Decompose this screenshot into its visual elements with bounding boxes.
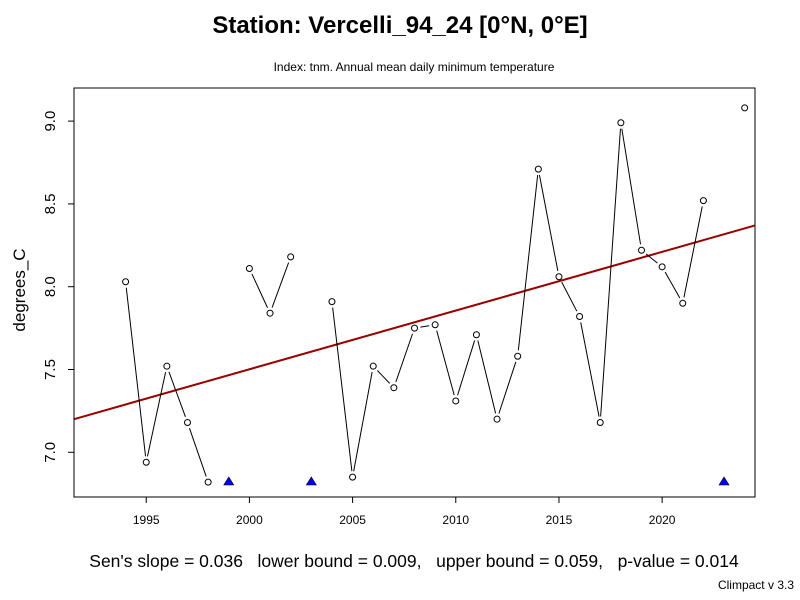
- series-line-segment: [498, 361, 517, 414]
- y-tick-label: 7.5: [42, 359, 59, 380]
- lower-bound-text: lower bound = 0.009,: [257, 551, 422, 571]
- data-point: [204, 478, 212, 486]
- data-point: [452, 397, 460, 405]
- data-point: [266, 309, 274, 317]
- series-line-segment: [457, 340, 476, 396]
- data-point: [679, 299, 687, 307]
- data-point: [390, 384, 398, 392]
- series-line-segment: [580, 322, 600, 417]
- series-line-segment: [645, 253, 658, 264]
- series-line-segment: [168, 371, 186, 418]
- y-tick-label: 8.5: [42, 193, 59, 214]
- x-tick-label: 2005: [339, 513, 366, 527]
- y-tick-label: 8.0: [42, 276, 59, 297]
- x-tick-label: 2015: [546, 513, 573, 527]
- data-point: [431, 321, 439, 329]
- data-point: [163, 362, 171, 370]
- chart-title: Station: Vercelli_94_24 [0°N, 0°E]: [212, 12, 588, 39]
- x-tick-label: 2000: [236, 513, 263, 527]
- data-point: [555, 273, 563, 281]
- missing-data-marker: [718, 476, 730, 486]
- plot-frame: [73, 87, 756, 498]
- series-line-segment: [271, 262, 290, 308]
- x-tick-label: 1995: [133, 513, 160, 527]
- data-point: [699, 197, 707, 205]
- data-point: [369, 362, 377, 370]
- data-point: [493, 415, 501, 423]
- series-line-segment: [188, 427, 207, 477]
- series-line-segment: [377, 370, 391, 384]
- upper-bound-text: upper bound = 0.059,: [436, 551, 603, 571]
- series-line-segment: [600, 128, 621, 417]
- series-line-segment: [353, 371, 373, 472]
- data-point: [411, 324, 418, 332]
- data-point: [658, 263, 666, 271]
- x-axis: 1995 2000 2005 2010 2015 2020: [133, 496, 676, 527]
- data-point: [287, 253, 295, 261]
- series-line-segment: [561, 281, 578, 312]
- data-point: [142, 458, 150, 466]
- x-tick-label: 2010: [442, 513, 469, 527]
- data-point: [349, 473, 357, 481]
- data-point: [534, 165, 542, 173]
- series-line-layer: [125, 128, 703, 477]
- series-line-segment: [332, 307, 353, 472]
- data-point: [596, 418, 604, 426]
- series-line-segment: [436, 330, 455, 396]
- y-tick-label: 9.0: [42, 111, 59, 132]
- x-tick-label: 2020: [649, 513, 676, 527]
- data-point: [638, 246, 645, 254]
- data-point: [245, 264, 253, 272]
- series-line-segment: [146, 371, 167, 457]
- data-point: [328, 298, 336, 306]
- y-axis: 7.0 7.5 8.0 8.5 9.0: [42, 111, 75, 463]
- missing-marker-layer: [223, 476, 730, 486]
- data-point: [122, 278, 130, 286]
- series-line-segment: [251, 273, 268, 308]
- series-line-segment: [420, 325, 430, 328]
- series-line-segment: [683, 206, 703, 298]
- data-point: [741, 104, 749, 112]
- series-line-segment: [621, 128, 642, 245]
- series-line-segment: [395, 333, 414, 383]
- series-line-segment: [664, 271, 681, 299]
- sens-slope-text: Sen's slope = 0.036: [89, 551, 243, 571]
- series-line-segment: [125, 287, 147, 457]
- trend-layer: [73, 224, 756, 421]
- y-axis-label: degrees_C: [10, 248, 29, 332]
- series-line-segment: [538, 174, 559, 271]
- y-tick-label: 7.0: [42, 442, 59, 463]
- series-point-layer: [122, 104, 749, 486]
- series-line-segment: [517, 175, 539, 351]
- data-point: [184, 418, 191, 426]
- missing-data-marker: [223, 476, 235, 486]
- missing-data-marker: [305, 476, 317, 486]
- software-credit: Climpact v 3.3: [717, 578, 794, 592]
- p-value-text: p-value = 0.014: [617, 551, 739, 571]
- chart-subtitle: Index: tnm. Annual mean daily minimum te…: [273, 60, 555, 74]
- stats-footer: Sen's slope = 0.036 lower bound = 0.009,…: [0, 551, 800, 572]
- data-point: [514, 352, 522, 360]
- data-point: [617, 119, 625, 127]
- trend-line: [73, 224, 756, 421]
- data-point: [472, 331, 480, 339]
- series-line-segment: [477, 340, 497, 414]
- data-point: [576, 313, 584, 321]
